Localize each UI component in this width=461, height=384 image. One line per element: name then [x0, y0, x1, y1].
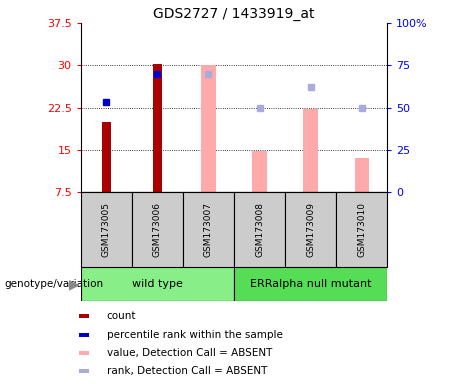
Text: GSM173008: GSM173008 — [255, 202, 264, 257]
Text: GSM173007: GSM173007 — [204, 202, 213, 257]
Text: percentile rank within the sample: percentile rank within the sample — [107, 329, 283, 339]
Text: ▶: ▶ — [69, 277, 80, 291]
Bar — [81, 267, 234, 301]
Text: wild type: wild type — [132, 279, 183, 289]
Bar — [234, 192, 285, 267]
Bar — [78, 351, 89, 355]
Bar — [132, 192, 183, 267]
Text: rank, Detection Call = ABSENT: rank, Detection Call = ABSENT — [107, 366, 267, 376]
Bar — [78, 333, 89, 336]
Text: GSM173006: GSM173006 — [153, 202, 162, 257]
Text: GSM173005: GSM173005 — [102, 202, 111, 257]
Bar — [101, 122, 111, 192]
Bar — [201, 65, 216, 192]
Bar — [234, 267, 387, 301]
Bar — [78, 314, 89, 318]
Text: GSM173010: GSM173010 — [357, 202, 366, 257]
Title: GDS2727 / 1433919_at: GDS2727 / 1433919_at — [153, 7, 315, 21]
Text: GSM173009: GSM173009 — [306, 202, 315, 257]
Bar — [78, 369, 89, 373]
Bar — [183, 192, 234, 267]
Bar — [285, 192, 336, 267]
Text: ERRalpha null mutant: ERRalpha null mutant — [250, 279, 372, 289]
Bar — [336, 192, 387, 267]
Text: genotype/variation: genotype/variation — [5, 279, 104, 289]
Bar — [303, 109, 318, 192]
Text: count: count — [107, 311, 136, 321]
Bar — [355, 158, 369, 192]
Bar — [153, 64, 162, 192]
Text: value, Detection Call = ABSENT: value, Detection Call = ABSENT — [107, 348, 272, 358]
Bar — [252, 151, 266, 192]
Bar — [81, 192, 132, 267]
